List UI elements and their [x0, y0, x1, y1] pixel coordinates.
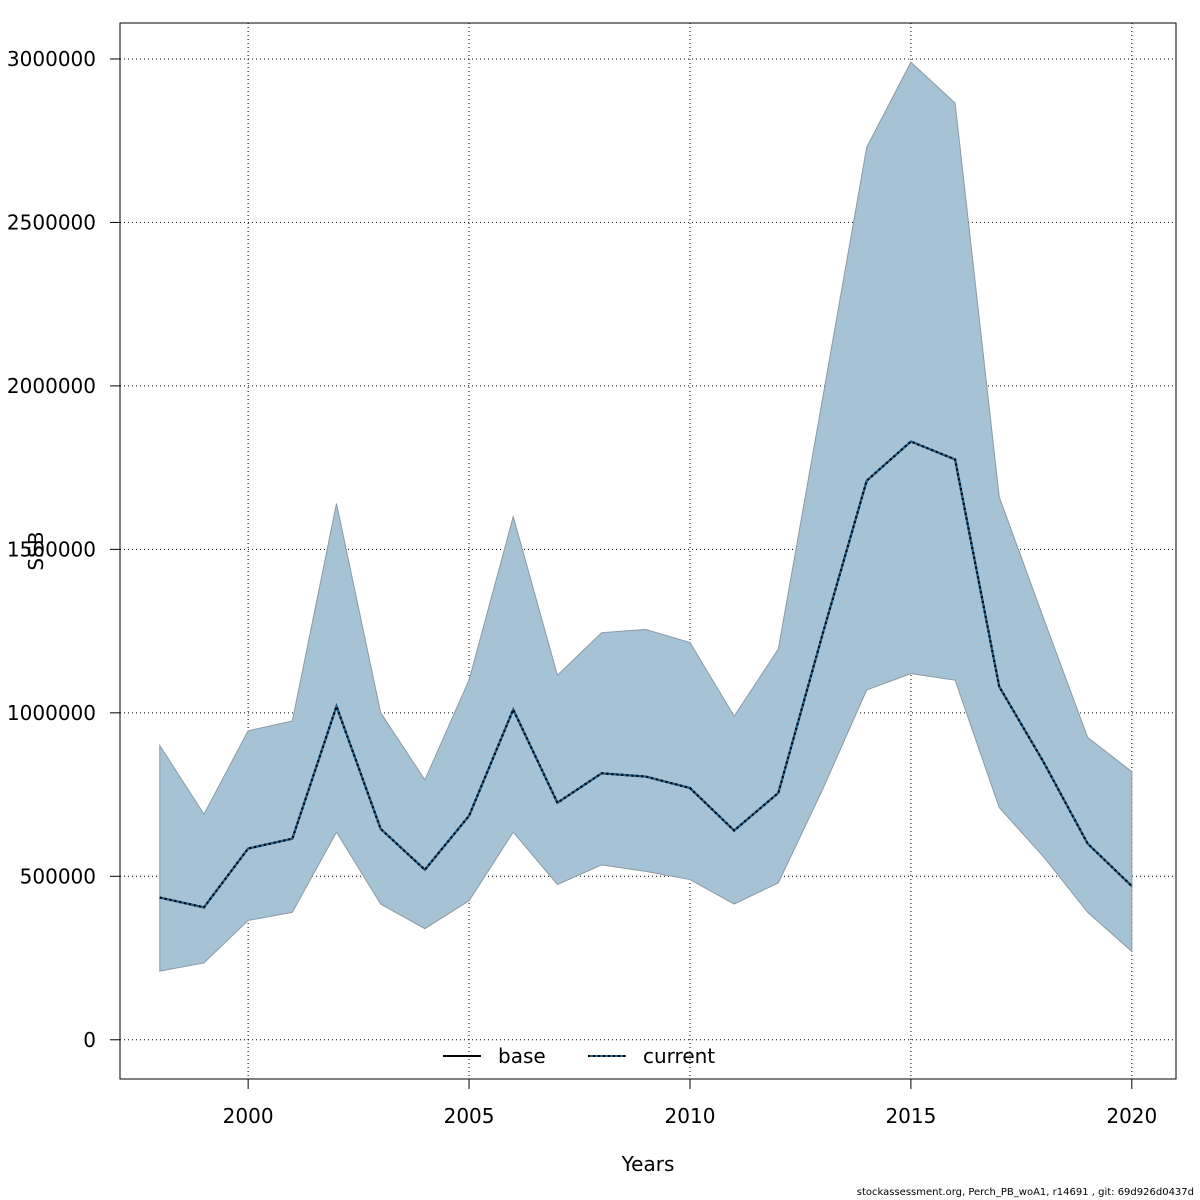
confidence-band-layer [159, 61, 1133, 972]
x-axis-title: Years [621, 1152, 675, 1176]
confidence-band [159, 61, 1133, 972]
axis-ticks-layer: 2000 2005 2010 2015 2020 0 500000 1000000 150000… [7, 47, 1157, 1128]
series-line-current-base-stroke [159, 440, 1133, 909]
y-tick-label: 1500000 [7, 537, 96, 561]
footer-note: stockassessment.org, Perch_PB_woA1, r146… [856, 1187, 1194, 1198]
x-tick-label: 2005 [444, 1104, 495, 1128]
plot-frame [119, 22, 1177, 1080]
x-tick-label: 2010 [665, 1104, 716, 1128]
y-tick-label: 0 [83, 1028, 96, 1052]
y-tick-label: 1000000 [7, 701, 96, 725]
x-tick-label: 2000 [223, 1104, 274, 1128]
legend-label-base: base [498, 1044, 546, 1068]
y-tick-label: 2500000 [7, 210, 96, 234]
y-tick-label: 500000 [20, 864, 96, 888]
legend-label-current: current [643, 1044, 715, 1068]
grid-lines [120, 23, 1176, 1079]
y-tick-label: 3000000 [7, 47, 96, 71]
legend: base current [443, 1044, 715, 1068]
y-tick-label: 2000000 [7, 374, 96, 398]
series-lines-layer [159, 440, 1133, 909]
x-tick-label: 2020 [1106, 1104, 1157, 1128]
x-tick-label: 2015 [885, 1104, 936, 1128]
y-axis-title: SSB [24, 531, 48, 570]
